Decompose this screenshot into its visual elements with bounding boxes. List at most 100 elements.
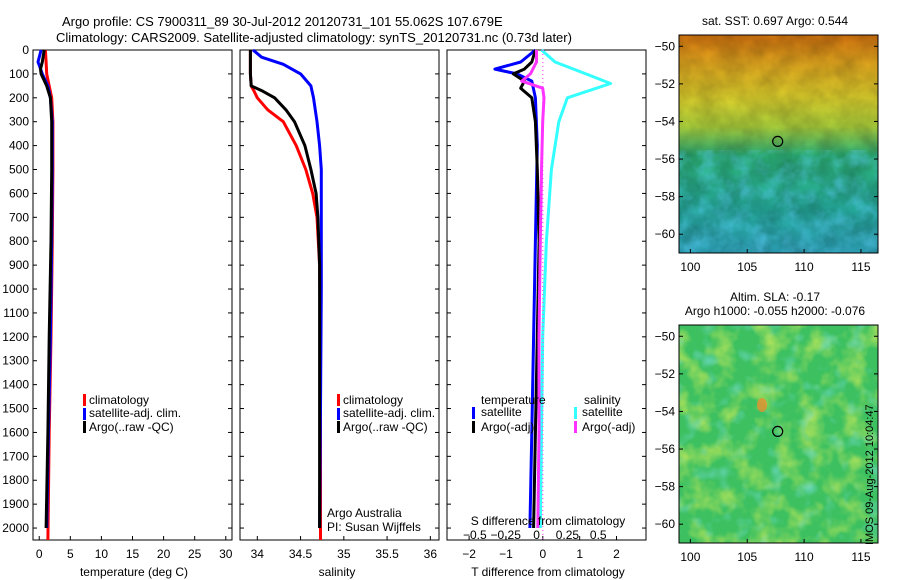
depth-tick-label: 400 xyxy=(9,139,29,153)
depth-tick-label: 1500 xyxy=(2,402,29,416)
depth-tick-label: 2000 xyxy=(2,521,29,535)
depth-tick-label: 200 xyxy=(9,91,29,105)
salinity-legend: climatology satellite-adj. clim. Argo(..… xyxy=(337,393,435,434)
header-title-line2: Climatology: CARS2009. Satellite-adjuste… xyxy=(56,30,572,45)
map-y-tick-label: −54 xyxy=(655,114,676,128)
legend-label-satellite: satellite-adj. clim. xyxy=(89,406,181,420)
legend-label-climatology: climatology xyxy=(343,393,403,407)
sla-map-title: Altim. SLA: -0.17 xyxy=(730,290,820,304)
temperature-legend: climatology satellite-adj. clim. Argo(..… xyxy=(83,393,181,434)
series-line xyxy=(248,50,322,540)
map-y-tick-label: −60 xyxy=(655,227,676,241)
map-y-tick-label: −52 xyxy=(655,367,676,381)
difference-legend: temperature salinity satellite Argo(-adj… xyxy=(472,393,635,434)
x-tick-label: −1 xyxy=(499,547,513,561)
legend-label-argo: Argo(..raw -QC) xyxy=(89,420,174,434)
depth-axis-ticks: 0 100 200 300 400 500 600 700 800 900 1000 1100 1200… xyxy=(2,43,646,535)
legend-label-climatology: climatology xyxy=(89,393,149,407)
x-tick-label: 25 xyxy=(188,547,202,561)
sst-map-cool-patches xyxy=(679,150,878,253)
map-x-tick-label: 105 xyxy=(737,550,757,564)
sla-map-teal-patches xyxy=(679,325,878,543)
depth-tick-label: 900 xyxy=(9,258,29,272)
depth-tick-label: 1000 xyxy=(2,282,29,296)
legend-label-argo: Argo(..raw -QC) xyxy=(343,420,428,434)
sst-map-frame xyxy=(678,34,879,254)
x-tick-label: −2 xyxy=(462,547,476,561)
legend-swatch-sal-argo xyxy=(574,421,577,433)
legend-label-sal-satellite: satellite xyxy=(582,405,623,419)
sla-map-warm-spot xyxy=(757,398,767,412)
map-y-tick-label: −58 xyxy=(655,190,676,204)
x-tick-label: 35.5 xyxy=(375,547,399,561)
legend-swatch-satellite xyxy=(337,408,340,420)
map-x-tick-label: 100 xyxy=(680,550,700,564)
series-line xyxy=(520,50,546,529)
map-x-tick-label: 110 xyxy=(795,260,814,274)
x-tick-label: 36 xyxy=(424,547,438,561)
sla-map xyxy=(679,325,878,543)
sla-map-subtitle: Argo h1000: -0.055 h2000: -0.076 xyxy=(685,304,865,318)
legend-swatch-temp-satellite xyxy=(472,407,475,419)
depth-tick-label: 1600 xyxy=(2,425,29,439)
depth-tick-label: 1400 xyxy=(2,378,29,392)
s-difference-tick-label: −0.25 xyxy=(491,528,522,542)
depth-tick-label: 600 xyxy=(9,186,29,200)
depth-tick-label: 0 xyxy=(22,43,29,57)
s-difference-tick-label: 0.5 xyxy=(590,528,607,542)
depth-tick-label: 1100 xyxy=(3,306,29,320)
x-tick-label: 34 xyxy=(251,547,265,561)
x-tick-label: 34.5 xyxy=(289,547,313,561)
series-line xyxy=(252,48,323,529)
map-y-tick-label: −52 xyxy=(655,77,676,91)
x-tick-label: 20 xyxy=(157,547,171,561)
map-ticks-and-markers: 100 105 110 115 −50 −52 −54 −56 −58 −60 100 105 110 1… xyxy=(655,39,878,564)
s-difference-tick-label: 0 xyxy=(533,528,540,542)
x-tick-label: 30 xyxy=(219,547,233,561)
depth-tick-label: 1300 xyxy=(2,354,29,368)
map-y-tick-label: −56 xyxy=(655,442,676,456)
timestamp-stamp: IMOS 09-Aug-2012 10:04:47 xyxy=(864,404,876,545)
map-x-tick-label: 115 xyxy=(851,550,870,564)
series-line xyxy=(39,49,54,529)
header-title-line1: Argo profile: CS 7900311_89 30-Jul-2012 … xyxy=(62,14,503,29)
depth-tick-label: 300 xyxy=(9,115,29,129)
series-line xyxy=(493,48,539,529)
x-tick-label: 5 xyxy=(67,547,74,561)
salinity-panel-frame xyxy=(239,49,440,541)
x-tick-label: 15 xyxy=(126,547,140,561)
temperature-panel-frame xyxy=(32,49,233,541)
profile-x-axis-ticks: 0 5 10 15 20 25 30 34 34.5 35 35.5 36 −2 −1 0 1 2 −0.5 −0.… xyxy=(36,528,620,561)
s-difference-tick-label: −0.5 xyxy=(463,528,487,542)
depth-tick-label: 800 xyxy=(9,234,29,248)
legend-swatch-climatology xyxy=(83,394,86,406)
map-y-tick-label: −58 xyxy=(655,480,676,494)
map-y-tick-label: −56 xyxy=(655,152,676,166)
depth-tick-label: 1900 xyxy=(2,497,29,511)
series-line xyxy=(538,48,613,529)
legend-heading-temperature: temperature xyxy=(481,393,546,407)
x-tick-label: 0 xyxy=(539,547,546,561)
t-difference-axis-label: T difference from climatology xyxy=(471,565,625,579)
legend-label-temp-satellite: satellite xyxy=(481,405,522,419)
salinity-axis-label: salinity xyxy=(319,565,356,579)
map-y-tick-label: −60 xyxy=(655,517,676,531)
x-tick-label: 0 xyxy=(36,547,43,561)
depth-tick-label: 1200 xyxy=(2,330,29,344)
series-line xyxy=(248,50,322,528)
x-tick-label: 10 xyxy=(95,547,109,561)
map-y-tick-label: −50 xyxy=(655,39,676,53)
map-x-tick-label: 100 xyxy=(680,260,700,274)
legend-heading-salinity: salinity xyxy=(584,393,621,407)
s-difference-axis-label: S difference from climatology xyxy=(471,514,626,528)
temperature-axis-label: temperature (deg C) xyxy=(80,565,188,579)
x-tick-label: 35 xyxy=(337,547,351,561)
map-x-tick-label: 105 xyxy=(737,260,757,274)
legend-label-sal-argo: Argo(-adj) xyxy=(582,420,635,434)
x-tick-label: 1 xyxy=(576,547,583,561)
series-line xyxy=(511,49,541,529)
map-y-tick-label: −54 xyxy=(655,404,676,418)
depth-tick-label: 1700 xyxy=(2,449,29,463)
legend-swatch-temp-argo xyxy=(472,421,475,433)
